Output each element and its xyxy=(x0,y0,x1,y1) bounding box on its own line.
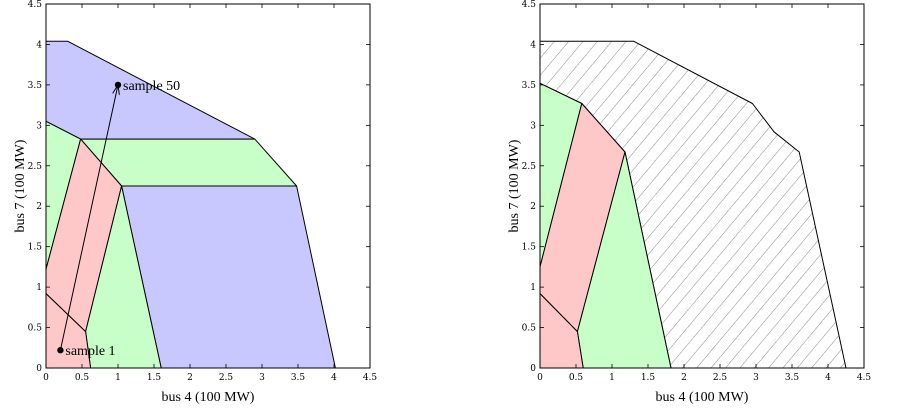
left-x-axis-label: bus 4 (100 MW) xyxy=(162,390,255,405)
right-x-tick-label: 1.5 xyxy=(641,373,656,383)
right-y-tick-label: 4 xyxy=(530,40,536,50)
right-x-tick-label: 1 xyxy=(609,373,615,383)
right-x-tick-label: 2 xyxy=(681,373,687,383)
left-x-tick-label: 4.5 xyxy=(363,373,378,383)
left-x-tick-label: 0 xyxy=(43,373,49,383)
left-y-tick-label: 1.5 xyxy=(28,243,43,253)
right-plot: 0 0.5 1 1.5 2 2.5 3 3.5 4 4.5 0 0.5 1 1.5 2 2.5 3 3.5 4 4.5… xyxy=(507,0,871,405)
left-y-tick-label: 1 xyxy=(36,283,42,293)
left-y-tick-label: 0.5 xyxy=(28,324,43,334)
left-y-tick-label: 2.5 xyxy=(28,162,43,172)
right-plot-frame xyxy=(539,3,865,369)
right-y-tick-label: 4.5 xyxy=(522,0,537,10)
left-y-tick-label: 4.5 xyxy=(28,0,43,10)
left-x-tick-label: 1 xyxy=(115,373,121,383)
sample-point xyxy=(114,81,122,89)
right-y-tick-label: 2 xyxy=(530,202,536,212)
left-x-tick-label: 3.5 xyxy=(291,373,306,383)
right-x-tick-label: 0.5 xyxy=(569,373,584,383)
left-x-tick-label: 0.5 xyxy=(75,373,90,383)
right-y-tick-label: 2.5 xyxy=(522,162,537,172)
left-y-axis-label: bus 7 (100 MW) xyxy=(13,139,28,232)
left-y-tick-label: 0 xyxy=(36,364,42,374)
right-x-tick-label: 3.5 xyxy=(785,373,800,383)
right-y-axis-label: bus 7 (100 MW) xyxy=(507,139,522,232)
left-y-tick-label: 2 xyxy=(36,202,42,212)
right-y-tick-label: 3 xyxy=(530,121,536,131)
left-x-tick-label: 3 xyxy=(259,373,265,383)
right-y-tick-label: 0.5 xyxy=(522,324,537,334)
trajectory-arrow xyxy=(59,84,119,351)
left-x-tick-label: 2.5 xyxy=(219,373,234,383)
right-y-tick-label: 1 xyxy=(530,283,536,293)
left-y-tick-label: 3 xyxy=(36,121,42,131)
left-y-tick-label: 4 xyxy=(36,40,42,50)
right-y-tick-label: 1.5 xyxy=(522,243,537,253)
sample-label: sample 1 xyxy=(65,344,115,359)
right-y-tick-label: 3.5 xyxy=(522,81,537,91)
sample-label: sample 50 xyxy=(123,79,180,94)
right-x-tick-label: 0 xyxy=(537,373,543,383)
right-y-tick-label: 0 xyxy=(530,364,536,374)
left-x-tick-label: 4 xyxy=(331,373,337,383)
right-x-tick-label: 3 xyxy=(753,373,759,383)
right-x-axis-label: bus 4 (100 MW) xyxy=(656,390,749,405)
right-x-tick-label: 4 xyxy=(825,373,831,383)
left-x-tick-label: 2 xyxy=(187,373,193,383)
left-x-tick-label: 1.5 xyxy=(147,373,162,383)
right-x-tick-label: 2.5 xyxy=(713,373,728,383)
left-y-tick-label: 3.5 xyxy=(28,81,43,91)
left-plot: 0 0.5 1 1.5 2 2.5 3 3.5 4 4.5 0 0.5 1 1.5 2 2.5 3 3.5 4 4.5… xyxy=(13,0,377,405)
left-plot-frame xyxy=(45,3,371,369)
right-x-tick-label: 4.5 xyxy=(857,373,872,383)
sample-point xyxy=(57,347,64,354)
